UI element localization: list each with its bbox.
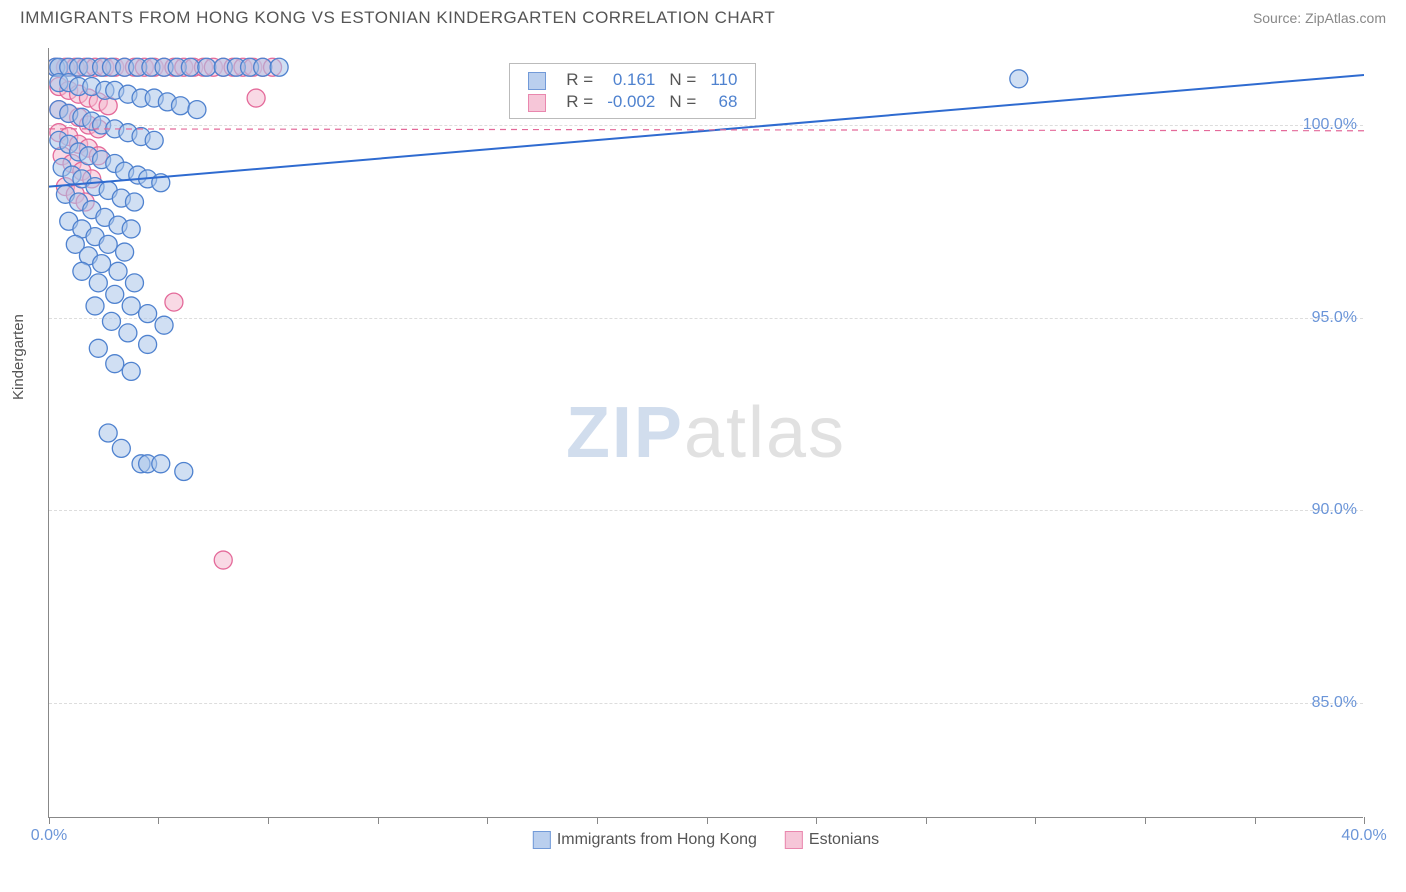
x-tick [597, 817, 598, 824]
data-point-hk [122, 297, 140, 315]
swatch-est [528, 94, 546, 112]
data-point-hk [254, 58, 272, 76]
swatch-hk [528, 72, 546, 90]
data-point-hk [102, 312, 120, 330]
data-point-hk [89, 274, 107, 292]
data-point-hk [99, 235, 117, 253]
legend-label: Immigrants from Hong Kong [557, 831, 757, 848]
data-point-est [165, 293, 183, 311]
data-point-hk [198, 58, 216, 76]
data-point-hk [89, 339, 107, 357]
stat-legend-table: R =0.161N =110R =-0.002N =68 [520, 68, 745, 114]
data-point-hk [175, 463, 193, 481]
stat-n-label: N = [663, 70, 702, 90]
legend-item-hk: Immigrants from Hong Kong [533, 831, 757, 849]
stat-n-value: 68 [704, 92, 743, 112]
data-point-hk [112, 439, 130, 457]
chart-svg [49, 48, 1364, 818]
legend-swatch-hk [533, 831, 551, 849]
data-point-hk [125, 193, 143, 211]
data-point-est [247, 89, 265, 107]
data-point-hk [73, 262, 91, 280]
data-point-hk [109, 262, 127, 280]
x-tick [268, 817, 269, 824]
x-tick [158, 817, 159, 824]
stat-r-label: R = [560, 92, 599, 112]
x-tick [487, 817, 488, 824]
x-tick [816, 817, 817, 824]
data-point-hk [145, 131, 163, 149]
x-tick [926, 817, 927, 824]
data-point-hk [119, 324, 137, 342]
x-tick [1364, 817, 1365, 824]
data-point-hk [122, 220, 140, 238]
chart-title: IMMIGRANTS FROM HONG KONG VS ESTONIAN KI… [20, 8, 775, 28]
x-tick [707, 817, 708, 824]
stat-n-value: 110 [704, 70, 743, 90]
stat-r-value: -0.002 [601, 92, 661, 112]
x-tick-label: 0.0% [31, 827, 67, 845]
chart-plot-area: ZIPatlas 85.0%90.0%95.0%100.0%0.0%40.0%R… [48, 48, 1363, 818]
data-point-hk [122, 362, 140, 380]
data-point-hk [172, 97, 190, 115]
data-point-hk [116, 243, 134, 261]
x-tick [1145, 817, 1146, 824]
x-tick [49, 817, 50, 824]
data-point-hk [155, 316, 173, 334]
stat-r-label: R = [560, 70, 599, 90]
stat-legend-row: R =-0.002N =68 [522, 92, 743, 112]
data-point-hk [139, 335, 157, 353]
data-point-hk [1010, 70, 1028, 88]
stat-n-label: N = [663, 92, 702, 112]
data-point-hk [106, 355, 124, 373]
x-tick [1035, 817, 1036, 824]
data-point-hk [139, 305, 157, 323]
stat-r-value: 0.161 [601, 70, 661, 90]
x-tick [378, 817, 379, 824]
data-point-hk [181, 58, 199, 76]
legend-label: Estonians [809, 831, 879, 848]
data-point-hk [125, 274, 143, 292]
legend-swatch-est [785, 831, 803, 849]
legend-item-est: Estonians [785, 831, 879, 849]
data-point-hk [152, 455, 170, 473]
y-axis-label: Kindergarten [10, 314, 27, 400]
bottom-legend: Immigrants from Hong Kong Estonians [533, 831, 879, 849]
source-label: Source: ZipAtlas.com [1253, 10, 1386, 26]
data-point-hk [86, 297, 104, 315]
header: IMMIGRANTS FROM HONG KONG VS ESTONIAN KI… [0, 0, 1406, 36]
x-tick [1255, 817, 1256, 824]
stat-legend-row: R =0.161N =110 [522, 70, 743, 90]
data-point-hk [270, 58, 288, 76]
data-point-hk [93, 255, 111, 273]
stat-legend: R =0.161N =110R =-0.002N =68 [509, 63, 756, 119]
x-tick-label: 40.0% [1341, 827, 1386, 845]
data-point-hk [99, 424, 117, 442]
data-point-hk [188, 101, 206, 119]
data-point-est [214, 551, 232, 569]
data-point-hk [106, 285, 124, 303]
